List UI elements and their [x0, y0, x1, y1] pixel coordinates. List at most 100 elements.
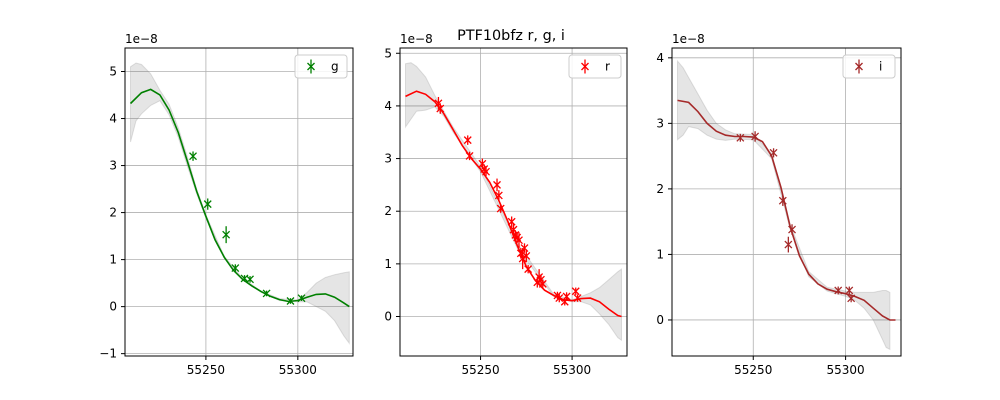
x-marker-stroke: [262, 289, 271, 298]
data-point-g: [286, 297, 295, 305]
x-marker-stroke: [562, 292, 571, 301]
data-point-r: [496, 204, 505, 213]
x-tick-label: 55300: [279, 363, 317, 377]
data-point-i: [778, 195, 787, 206]
x-marker-stroke: [203, 200, 212, 209]
data-point-i: [769, 148, 778, 158]
x-tick-label: 55250: [461, 363, 499, 377]
legend-label: i: [879, 60, 882, 74]
legend-marker-stroke: [581, 62, 589, 71]
panel-g: 55250 55300 −1 0 1 2 3 4 5 1e−8 g: [99, 32, 354, 377]
x-marker-stroke: [189, 152, 197, 161]
x-tick-label: 55250: [187, 363, 225, 377]
x-marker-stroke: [297, 294, 306, 303]
data-point-r: [555, 293, 564, 303]
data-point-g: [189, 151, 197, 161]
data-point-i: [834, 286, 843, 295]
x-tick-label: 55300: [553, 363, 591, 377]
data-point-i: [751, 131, 760, 142]
legend-box: [294, 54, 348, 79]
y-tick-label: 5: [384, 46, 392, 60]
data-point-r: [571, 287, 580, 296]
x-marker-stroke: [482, 167, 490, 176]
x-marker-stroke: [555, 294, 564, 303]
x-marker-stroke: [778, 196, 787, 205]
x-marker-stroke: [493, 180, 501, 189]
y-tick-label: 2: [109, 206, 117, 220]
data-point-g: [297, 294, 306, 303]
y-tick-label: 1: [656, 247, 664, 261]
x-marker-stroke: [515, 236, 523, 245]
data-point-r: [436, 103, 445, 114]
data-point-r: [482, 167, 490, 176]
y-scale-label: 1e−8: [400, 32, 433, 46]
y-tick-label: 3: [656, 116, 664, 130]
data-point-i: [847, 294, 856, 303]
data-point-i: [736, 133, 745, 142]
x-tick-label: 55250: [734, 363, 772, 377]
data-point-r: [494, 190, 503, 201]
legend-r: r: [568, 54, 622, 79]
x-marker-stroke: [845, 286, 854, 295]
y-scale-label: 1e−8: [672, 32, 705, 46]
y-tick-label: 1: [384, 257, 392, 271]
y-tick-label: 2: [656, 182, 664, 196]
data-point-r: [515, 232, 523, 249]
fit-curve-r: [405, 90, 622, 318]
data-point-r: [493, 178, 501, 192]
plot-area-i: [672, 48, 901, 356]
legend-marker-stroke: [855, 62, 863, 71]
axes-frame-i: [671, 47, 902, 357]
data-point-r: [524, 264, 533, 274]
data-point-r: [465, 151, 474, 161]
y-tick-label: 3: [109, 159, 117, 173]
data-point-r: [538, 279, 547, 289]
data-point-g: [203, 198, 212, 210]
legend-label: g: [331, 60, 339, 74]
data-point-i: [788, 224, 796, 235]
data-point-g: [222, 226, 231, 244]
x-marker-stroke: [751, 132, 760, 141]
y-tick-label: 2: [384, 204, 392, 218]
x-marker-stroke: [507, 217, 516, 226]
y-tick-label: 3: [384, 152, 392, 166]
uncertainty-band-i: [677, 59, 891, 351]
x-marker-stroke: [537, 275, 545, 284]
x-marker-stroke: [494, 191, 503, 200]
x-marker-stroke: [496, 204, 505, 213]
axes-frame-g: [124, 47, 354, 357]
x-marker-stroke: [524, 265, 533, 274]
x-marker-stroke: [478, 159, 487, 168]
data-point-g: [262, 289, 271, 298]
x-marker-stroke: [571, 287, 580, 296]
legend-i: i: [842, 54, 896, 79]
x-marker-stroke: [436, 104, 445, 113]
legend-box: [568, 54, 622, 79]
data-point-r: [522, 249, 531, 263]
x-marker-stroke: [246, 275, 254, 284]
x-marker-stroke: [463, 136, 472, 145]
panel-r: 55250 55300 0 1 2 3 4 5 1e−8 r: [384, 32, 628, 377]
data-point-g: [246, 275, 254, 284]
data-point-g: [231, 264, 240, 273]
figure-title: PTF10bfz r, g, i: [457, 28, 565, 44]
x-marker-stroke: [231, 264, 240, 273]
x-marker-stroke: [769, 148, 778, 157]
legend-label: r: [605, 60, 610, 74]
y-scale-label: 1e−8: [125, 32, 158, 46]
x-marker-stroke: [522, 252, 531, 260]
x-marker-stroke: [465, 151, 474, 160]
y-tick-label: 0: [384, 310, 392, 324]
y-tick-label: 4: [109, 112, 117, 126]
y-tick-label: 0: [109, 300, 117, 314]
legend-g: g: [294, 54, 348, 79]
data-point-i: [845, 286, 854, 295]
x-marker-stroke: [736, 133, 745, 142]
x-marker-stroke: [538, 279, 547, 288]
x-marker-stroke: [509, 225, 518, 234]
x-marker-stroke: [784, 240, 793, 249]
x-marker-stroke: [518, 254, 527, 263]
y-tick-label: 0: [656, 313, 664, 327]
